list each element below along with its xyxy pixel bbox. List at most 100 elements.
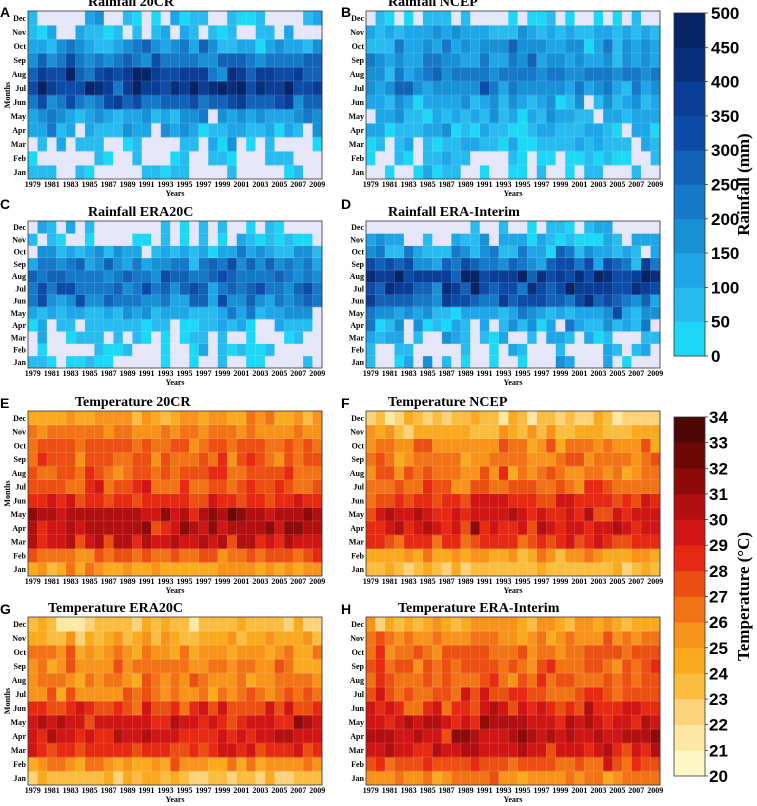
- heatmap-cell: [603, 151, 613, 166]
- heatmap-cell: [366, 701, 376, 716]
- heatmap-cell: [603, 534, 613, 549]
- heatmap-cell: [470, 411, 481, 426]
- heatmap-cell: [555, 534, 566, 549]
- heatmap-cell: [460, 53, 471, 68]
- heatmap-cell: [470, 11, 481, 26]
- heatmap-cell: [160, 411, 171, 426]
- heatmap-cell: [141, 452, 152, 467]
- panel-letter: A: [0, 4, 10, 20]
- y-tick-label: Sep: [352, 56, 365, 65]
- heatmap-cell: [46, 452, 57, 467]
- heatmap-cell: [160, 123, 171, 138]
- heatmap-cell: [113, 743, 124, 758]
- heatmap-cell: [303, 331, 313, 344]
- heatmap-cell: [384, 39, 395, 54]
- y-tick-label: Mar: [11, 538, 27, 547]
- heatmap-cell: [236, 306, 247, 320]
- heatmap-cell: [489, 645, 500, 660]
- heatmap-cell: [441, 493, 452, 508]
- heatmap-cell: [37, 151, 48, 166]
- heatmap-cell: [37, 743, 48, 758]
- heatmap-cell: [265, 306, 275, 320]
- heatmap-cell: [403, 493, 414, 508]
- heatmap-cell: [441, 165, 452, 180]
- heatmap-cell: [236, 257, 247, 271]
- heatmap-cell: [151, 81, 162, 96]
- heatmap-cell: [94, 109, 105, 124]
- heatmap-cell: [189, 521, 200, 536]
- heatmap-cell: [265, 319, 275, 332]
- y-tick-label: Apr: [12, 524, 26, 533]
- heatmap-cell: [265, 411, 275, 426]
- heatmap-cell: [555, 165, 566, 180]
- heatmap-cell: [151, 355, 162, 369]
- heatmap-cell: [612, 438, 623, 453]
- heatmap-cell: [593, 715, 604, 730]
- heatmap-cell: [622, 466, 632, 481]
- heatmap-cell: [255, 771, 266, 786]
- heatmap-cell: [103, 331, 114, 344]
- heatmap-cell: [593, 548, 604, 563]
- heatmap-cell: [498, 11, 509, 26]
- heatmap-cell: [312, 355, 323, 369]
- x-tick-label: 2005: [609, 577, 625, 586]
- heatmap-cell: [84, 245, 95, 259]
- heatmap-cell: [28, 25, 38, 40]
- heatmap-cell: [303, 11, 313, 26]
- heatmap-cell: [517, 534, 528, 549]
- heatmap-cell: [527, 701, 538, 716]
- heatmap-cell: [37, 270, 48, 283]
- heatmap-cell: [641, 617, 651, 632]
- heatmap-cell: [312, 729, 323, 744]
- heatmap-cell: [132, 25, 143, 40]
- heatmap-cell: [141, 631, 152, 646]
- heatmap-cell: [227, 95, 238, 110]
- heatmap-cell: [274, 165, 285, 180]
- heatmap-cell: [198, 151, 209, 166]
- heatmap-cell: [517, 53, 528, 68]
- heatmap-cell: [631, 306, 642, 320]
- heatmap-cell: [75, 452, 86, 467]
- heatmap-cell: [546, 257, 557, 271]
- heatmap-cell: [265, 521, 275, 536]
- heatmap-cell: [460, 715, 471, 730]
- panel-f-cells: [366, 411, 661, 577]
- heatmap-cell: [113, 81, 124, 96]
- heatmap-cell: [593, 479, 604, 494]
- y-tick-label: Aug: [350, 676, 364, 685]
- heatmap-cell: [593, 673, 604, 688]
- heatmap-cell: [274, 479, 285, 494]
- x-tick-label: 1989: [120, 369, 136, 378]
- heatmap-cell: [246, 411, 257, 426]
- heatmap-cell: [479, 221, 490, 234]
- heatmap-cell: [650, 11, 661, 26]
- heatmap-cell: [403, 659, 414, 674]
- heatmap-cell: [151, 493, 162, 508]
- heatmap-cell: [189, 493, 200, 508]
- heatmap-cell: [65, 631, 76, 646]
- heatmap-cell: [631, 617, 642, 632]
- y-tick-label: Oct: [352, 248, 365, 257]
- heatmap-cell: [94, 493, 105, 508]
- heatmap-cell: [631, 507, 642, 522]
- heatmap-cell: [293, 493, 304, 508]
- x-axis-label: Years: [165, 378, 184, 387]
- heatmap-cell: [622, 355, 632, 369]
- heatmap-cell: [189, 562, 200, 577]
- heatmap-cell: [403, 617, 414, 632]
- heatmap-cell: [227, 659, 238, 674]
- heatmap-cell: [312, 137, 323, 152]
- heatmap-cell: [236, 123, 247, 138]
- y-tick-label: Feb: [351, 551, 364, 560]
- heatmap-cell: [236, 25, 247, 40]
- heatmap-cell: [479, 95, 490, 110]
- heatmap-cell: [236, 424, 247, 439]
- heatmap-cell: [170, 452, 181, 467]
- x-tick-label: 2007: [628, 180, 644, 189]
- heatmap-cell: [312, 701, 323, 716]
- x-tick-label: 1979: [25, 577, 41, 586]
- heatmap-cell: [612, 729, 623, 744]
- heatmap-cell: [489, 294, 500, 308]
- heatmap-cell: [366, 39, 376, 54]
